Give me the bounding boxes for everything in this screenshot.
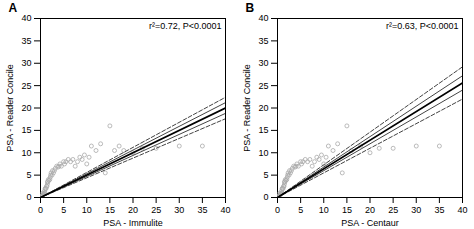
svg-text:10: 10 <box>21 148 31 158</box>
svg-text:0: 0 <box>38 205 43 215</box>
svg-text:20: 20 <box>365 205 375 215</box>
svg-text:20: 20 <box>258 103 268 113</box>
svg-text:PSA - Reader Concile: PSA - Reader Concile <box>242 64 252 152</box>
svg-text:0: 0 <box>275 205 280 215</box>
svg-text:10: 10 <box>258 148 268 158</box>
svg-text:35: 35 <box>434 205 444 215</box>
svg-text:35: 35 <box>258 36 268 46</box>
svg-text:PSA - Centaur: PSA - Centaur <box>341 218 399 228</box>
svg-text:PSA - Immulite: PSA - Immulite <box>103 218 163 228</box>
svg-text:0: 0 <box>263 192 268 202</box>
svg-text:20: 20 <box>21 103 31 113</box>
svg-text:40: 40 <box>457 205 467 215</box>
svg-text:r²=0.72, P<0.0001: r²=0.72, P<0.0001 <box>149 21 222 31</box>
svg-text:30: 30 <box>174 205 184 215</box>
svg-text:20: 20 <box>128 205 138 215</box>
svg-text:15: 15 <box>105 205 115 215</box>
svg-text:40: 40 <box>220 205 230 215</box>
svg-text:5: 5 <box>26 170 31 180</box>
svg-text:5: 5 <box>298 205 303 215</box>
svg-text:30: 30 <box>258 58 268 68</box>
svg-text:10: 10 <box>82 205 92 215</box>
svg-text:0: 0 <box>26 192 31 202</box>
svg-text:25: 25 <box>388 205 398 215</box>
svg-text:30: 30 <box>21 58 31 68</box>
svg-text:15: 15 <box>342 205 352 215</box>
svg-text:PSA - Reader Concile: PSA - Reader Concile <box>5 64 15 152</box>
svg-text:40: 40 <box>21 13 31 23</box>
svg-text:B: B <box>246 1 255 15</box>
svg-text:40: 40 <box>258 13 268 23</box>
svg-text:35: 35 <box>21 36 31 46</box>
svg-text:25: 25 <box>258 81 268 91</box>
svg-text:5: 5 <box>263 170 268 180</box>
svg-text:15: 15 <box>21 125 31 135</box>
svg-text:35: 35 <box>197 205 207 215</box>
svg-text:25: 25 <box>21 81 31 91</box>
svg-text:15: 15 <box>258 125 268 135</box>
svg-text:25: 25 <box>151 205 161 215</box>
svg-text:5: 5 <box>61 205 66 215</box>
svg-text:r²=0.63, P<0.0001: r²=0.63, P<0.0001 <box>386 21 459 31</box>
svg-text:10: 10 <box>319 205 329 215</box>
svg-text:30: 30 <box>411 205 421 215</box>
svg-text:A: A <box>9 1 18 15</box>
